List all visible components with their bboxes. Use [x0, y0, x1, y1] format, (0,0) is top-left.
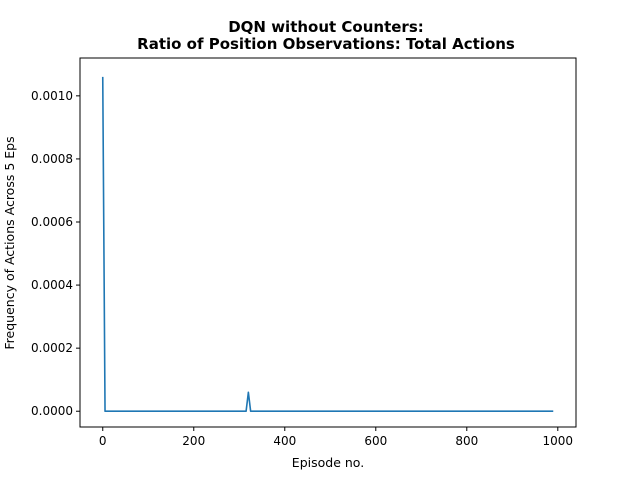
x-tick-label: 600	[364, 434, 387, 448]
x-tick-label: 200	[182, 434, 205, 448]
y-axis-label: Frequency of Actions Across 5 Eps	[2, 136, 17, 349]
y-tick-label: 0.0006	[31, 215, 73, 229]
x-axis-label: Episode no.	[292, 455, 364, 470]
chart-title-line-2: Ratio of Position Observations: Total Ac…	[137, 35, 515, 53]
y-tick-label: 0.0010	[31, 89, 73, 103]
x-tick-label: 400	[273, 434, 296, 448]
x-tick-label: 0	[99, 434, 107, 448]
x-tick-label: 800	[455, 434, 478, 448]
plot-frame	[79, 57, 577, 428]
x-tick-label: 1000	[543, 434, 574, 448]
y-tick-label: 0.0008	[31, 152, 73, 166]
y-tick-label: 0.0002	[31, 341, 73, 355]
series-layer	[101, 76, 554, 413]
plot-area	[80, 58, 576, 427]
series-line-0	[101, 76, 554, 413]
x-axis-ticks: 0 200 400 600 800 1000	[99, 427, 573, 448]
y-tick-label: 0.0004	[31, 278, 73, 292]
y-tick-label: 0.0000	[31, 404, 73, 418]
chart-title-line-1: DQN without Counters:	[228, 18, 424, 36]
y-axis-ticks: 0.0000 0.0002 0.0004 0.0006 0.0008 0.0010	[31, 89, 80, 418]
